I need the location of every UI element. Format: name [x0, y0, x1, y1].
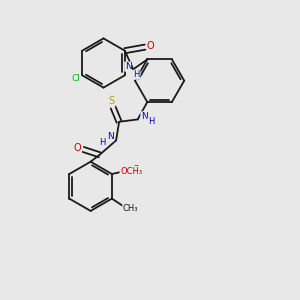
Text: H: H: [134, 70, 140, 79]
Text: H: H: [148, 117, 154, 126]
Text: N: N: [141, 112, 148, 121]
Text: O: O: [132, 165, 140, 174]
Text: N: N: [107, 132, 113, 141]
Text: CH₃: CH₃: [123, 204, 138, 213]
Text: N: N: [125, 62, 131, 71]
Text: O: O: [74, 142, 82, 153]
Text: H: H: [99, 138, 106, 147]
Text: Cl: Cl: [71, 74, 80, 83]
Text: OCH₃: OCH₃: [120, 167, 142, 176]
Text: O: O: [147, 41, 154, 51]
Text: S: S: [109, 96, 115, 106]
